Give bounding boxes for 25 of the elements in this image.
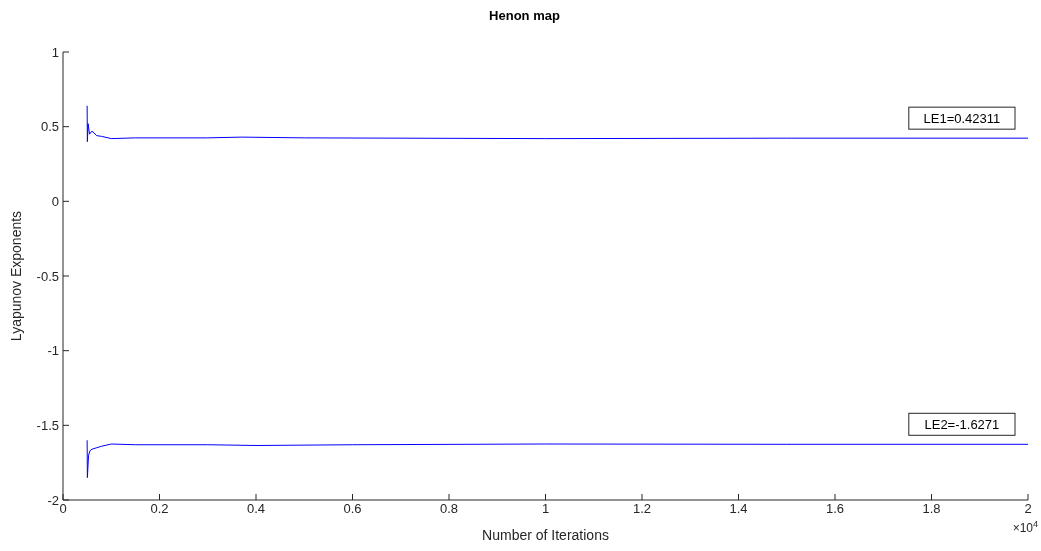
y-tick-label: -0.5 — [36, 268, 59, 284]
y-tick-label: -2 — [47, 492, 59, 508]
line-series — [86, 105, 1028, 143]
x-tick-label: 2 — [1024, 501, 1032, 517]
y-tick-label: 1 — [51, 44, 59, 60]
x-tick-label: 0.4 — [246, 501, 266, 517]
annotation: LE1=0.42311 — [923, 111, 1001, 127]
y-tick-label: 0 — [51, 193, 59, 209]
text: ×10$^{4}$ — [1012, 519, 1038, 535]
y-axis-title: Lyapunov Exponents — [7, 210, 24, 342]
x-tick-label: 0.6 — [343, 501, 362, 517]
x-tick-label: 1.6 — [825, 501, 845, 517]
y-tick-label: -1 — [47, 343, 59, 359]
x-tick-label: 1.2 — [632, 501, 652, 517]
x-tick-label: 0.2 — [150, 501, 169, 517]
x-tick-label: 1 — [541, 501, 550, 517]
x-tick-label: 0.8 — [439, 501, 459, 517]
line-series — [86, 439, 1028, 479]
y-tick-label: 0.5 — [40, 119, 59, 135]
x-axis-title: Number of Iterations — [482, 527, 609, 543]
x-tick-label: 1.8 — [922, 501, 941, 517]
annotation: LE2=-1.6271 — [924, 417, 1000, 433]
y-tick-label: -1.5 — [36, 417, 59, 433]
chart-title: Henon map — [488, 8, 561, 23]
x-tick-label: 1.4 — [729, 501, 748, 517]
